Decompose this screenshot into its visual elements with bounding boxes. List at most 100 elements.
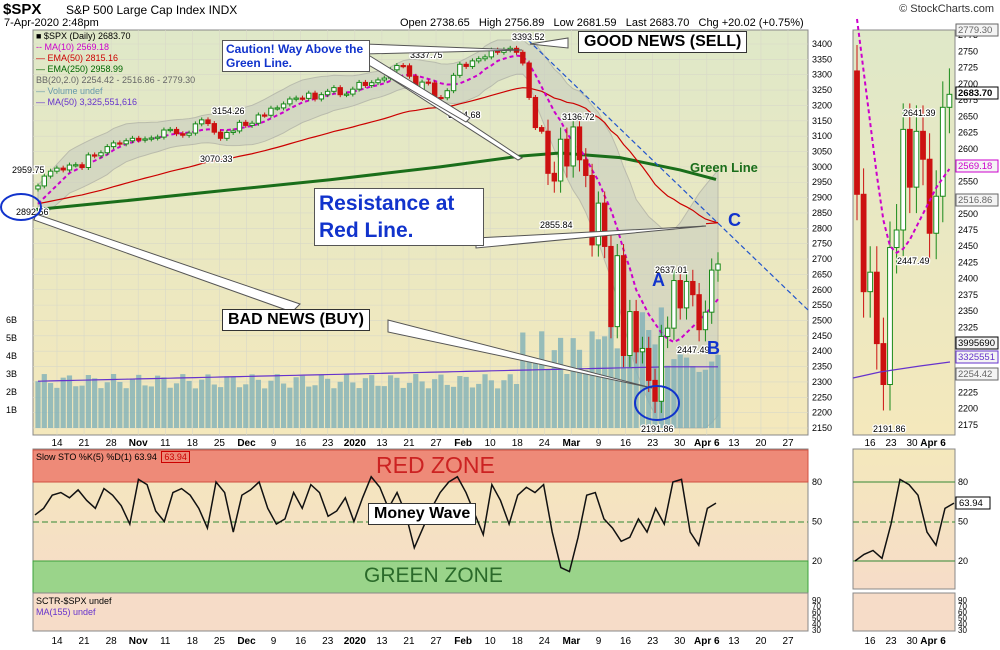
x-tick-label: 10 [485,636,497,647]
mini-price-tick: 2725 [958,63,978,73]
mini-stoch-value-box [955,496,991,510]
x-axis-main: 14 21 28 Nov 11 18 25 Dec 9 16 23 2020 13 21 27 Feb 10 18… [51,438,794,449]
candle-body [350,88,356,95]
volume-bar [205,374,211,428]
candle-body [457,63,463,76]
volume-bar [148,386,154,428]
price-tick-label: 3350 [812,54,832,64]
candle-body [589,174,595,246]
candle-body [186,132,192,136]
price-tick-label: 3100 [812,131,832,141]
stochastic-axis: 80 50 20 [812,477,822,566]
price-tick-label: 2500 [812,315,832,325]
volume-bar [394,377,400,428]
candle-body [526,62,532,98]
volume-bar [665,365,671,428]
candle-body [79,164,85,168]
x-tick-label: 16 [620,438,632,449]
mini-price-content: 2641.39 2447.49 2191.86 [852,18,953,435]
candle-body [532,96,539,129]
price-tick-label: 3150 [812,116,832,126]
x-tick-label: 18 [512,636,524,647]
mini-candle-body [946,93,953,108]
x-tick-label: 23 [647,636,659,647]
volume-bar [362,378,369,428]
mini-stoch-value: 63.94 [959,498,983,509]
x-tick-label: 13 [376,438,388,449]
volume-bar [387,375,394,428]
x-tick-label: 16 [620,636,632,647]
ema50-red-line [37,87,719,225]
candle-body [211,123,217,133]
candle-body [381,77,387,81]
mini-x-tick: 16 [864,636,876,647]
indicator-legend: ■ $SPX (Daily) 2683.70 -- MA(10) 2569.18—… [36,31,195,108]
legend-entry: BB(20,2.0) 2254.42 - 2516.86 - 2779.30 [36,75,196,85]
volume-bar [444,384,450,428]
x-tick-label: 27 [430,438,442,449]
volume-bar [230,376,236,428]
candle-body [400,65,406,68]
volume-bar [570,338,576,428]
volume-bar [400,387,406,428]
x-tick-label: 14 [51,438,63,449]
volume-bar [268,380,274,428]
price-label: 2191.86 [641,424,674,434]
candle-body [117,142,123,145]
candle-body [576,126,583,161]
volume-bar [702,369,709,428]
x-tick-label: Dec [237,438,256,449]
x-tick-label: 9 [596,636,602,647]
price-tick-label: 3400 [812,39,832,49]
mini-stoch-tick: 80 [958,477,968,487]
volume-bar [66,375,73,428]
price-label: 2892.56 [16,207,49,217]
sctr-tick-label: 60 [812,608,821,617]
highlight-circle-bottom [634,385,680,421]
x-tick-label: 9 [271,636,277,647]
x-tick-label: 30 [674,438,686,449]
mini-value-box [955,23,999,37]
candle-body [450,74,457,92]
mini-value-boxes: 2779.30 2683.70 2569.18 2516.86 3995690 33255… [955,23,999,381]
sctr-tick-label: 70 [812,602,821,611]
volume-bar [595,339,601,428]
mini-price-tick: 2650 [958,111,978,121]
ohlc-readout: Open 2738.65 High 2756.89 Low 2681.59 La… [400,17,804,29]
x-tick-label: Feb [454,438,472,449]
candle-body [73,164,79,167]
candle-body [394,65,400,71]
volume-bar [507,374,513,428]
candle-body [274,107,280,110]
volume-bar [513,383,520,428]
mini-sctr-tick: 60 [958,608,967,617]
x-tick-label: 28 [106,438,118,449]
x-tick-label: 21 [403,636,415,647]
candle-body [583,159,589,176]
x-tick-label: Mar [563,438,581,449]
candle-body [564,138,570,167]
price-tick-label: 3300 [812,70,832,80]
green-line-label: Green Line [690,160,758,175]
price-tick-label: 2450 [812,331,832,341]
sctr-tick-label: 50 [812,614,821,623]
candle-body [343,93,350,96]
ema250-green-line [32,151,717,212]
candle-body [406,65,413,77]
volume-bar [217,387,224,428]
volume-bar [425,388,431,428]
price-tick-label: 2400 [812,346,832,356]
volume-bar [192,388,199,428]
candle-body [639,347,646,353]
volume-bar [41,374,47,428]
sctr-ma-legend-line: MA(155) undef [36,607,96,617]
x-tick-label: 21 [403,438,415,449]
mini-sctr-panel [852,592,956,632]
candle-body [702,311,709,331]
volume-bar [325,378,331,428]
legend-entry: — EMA(50) 2815.16 [36,53,119,63]
volume-bar [501,380,507,428]
mini-candle-body [873,271,880,345]
